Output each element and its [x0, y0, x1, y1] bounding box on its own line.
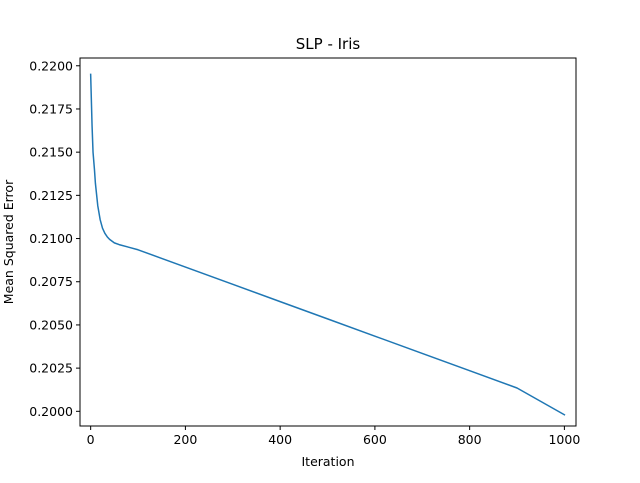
x-tick-label: 400: [268, 432, 292, 447]
y-axis-label: Mean Squared Error: [1, 179, 16, 304]
y-tick-label: 0.2175: [29, 101, 73, 116]
x-axis-ticks: 0 200 400 600 800 1000: [87, 426, 580, 447]
y-axis-ticks: 0.2000 0.2025 0.2050 0.2075 0.2100 0.2125 0.21…: [29, 58, 80, 419]
y-tick-label: 0.2200: [29, 58, 73, 73]
x-tick-label: 1000: [548, 432, 580, 447]
y-tick-label: 0.2000: [29, 404, 73, 419]
y-tick-label: 0.2025: [29, 361, 73, 376]
x-tick-label: 800: [458, 432, 482, 447]
axes-frame: [79, 57, 577, 427]
x-tick-label: 0: [87, 432, 95, 447]
x-tick-label: 600: [363, 432, 387, 447]
plot-area: [89, 73, 566, 416]
y-tick-label: 0.2050: [29, 317, 73, 332]
y-tick-label: 0.2075: [29, 274, 73, 289]
x-axis-label: Iteration: [301, 454, 354, 469]
chart-title: SLP - Iris: [296, 35, 361, 53]
y-tick-label: 0.2100: [29, 231, 73, 246]
series-line-0: [89, 73, 566, 416]
x-tick-label: 200: [173, 432, 197, 447]
y-tick-label: 0.2125: [29, 188, 73, 203]
y-tick-label: 0.2150: [29, 145, 73, 160]
